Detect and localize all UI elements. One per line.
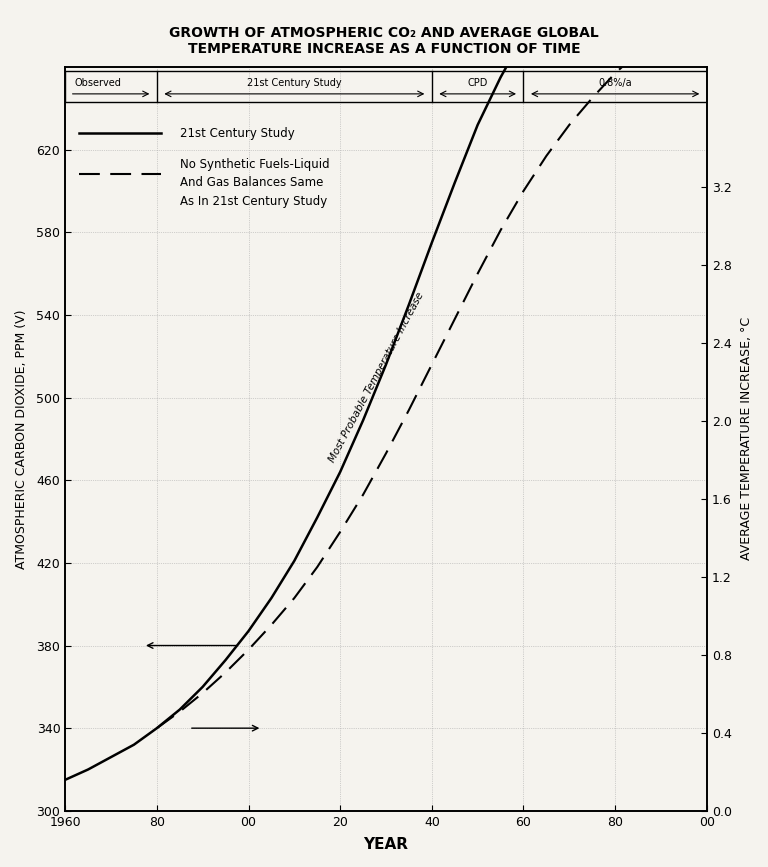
Text: No Synthetic Fuels-Liquid: No Synthetic Fuels-Liquid bbox=[180, 158, 329, 171]
Y-axis label: ATMOSPHERIC CARBON DIOXIDE, PPM (V): ATMOSPHERIC CARBON DIOXIDE, PPM (V) bbox=[15, 310, 28, 569]
Text: Observed: Observed bbox=[74, 77, 121, 88]
Bar bbox=[65, 71, 707, 102]
X-axis label: YEAR: YEAR bbox=[363, 837, 409, 852]
Text: 21st Century Study: 21st Century Study bbox=[247, 77, 342, 88]
Text: 21st Century Study: 21st Century Study bbox=[180, 127, 294, 140]
Text: 0.8%/a: 0.8%/a bbox=[598, 77, 632, 88]
Text: GROWTH OF ATMOSPHERIC CO₂ AND AVERAGE GLOBAL: GROWTH OF ATMOSPHERIC CO₂ AND AVERAGE GL… bbox=[169, 26, 599, 40]
Text: Most Probable Temperature Increase: Most Probable Temperature Increase bbox=[328, 290, 426, 464]
Text: TEMPERATURE INCREASE AS A FUNCTION OF TIME: TEMPERATURE INCREASE AS A FUNCTION OF TI… bbox=[187, 42, 581, 55]
Text: As In 21st Century Study: As In 21st Century Study bbox=[180, 195, 327, 208]
Text: CPD: CPD bbox=[468, 77, 488, 88]
Y-axis label: AVERAGE TEMPERATURE INCREASE, °C: AVERAGE TEMPERATURE INCREASE, °C bbox=[740, 317, 753, 560]
Text: And Gas Balances Same: And Gas Balances Same bbox=[180, 176, 323, 189]
